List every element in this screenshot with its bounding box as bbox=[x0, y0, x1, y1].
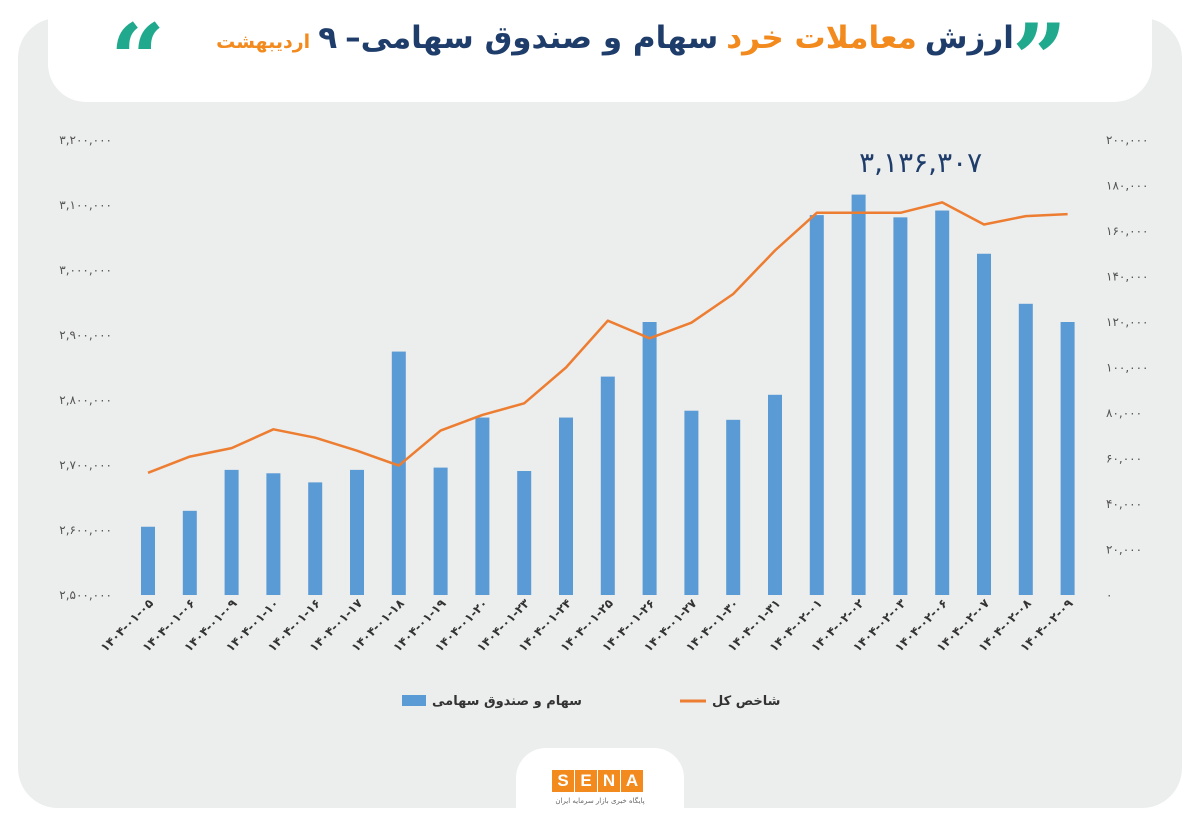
logo-subtitle: پایگاه خبری بازار سرمایه ایران bbox=[555, 797, 645, 805]
bar bbox=[600, 376, 615, 595]
annotation-value: ۳,۱۳۶,۳۰۷ bbox=[859, 146, 982, 179]
left-tick-label: ۲,۷۰۰,۰۰۰ bbox=[59, 458, 112, 472]
right-axis: ۰ ۲۰,۰۰۰ ۴۰,۰۰۰ ۶۰,۰۰۰ ۸۰,۰۰۰ ۱۰۰,۰۰۰ ۱۲۰,۰۰۰ ۱… bbox=[1106, 133, 1149, 602]
legend-bar-label: سهام و صندوق سهامی bbox=[432, 694, 582, 709]
bar bbox=[977, 253, 991, 595]
left-tick-label: ۲,۹۰۰,۰۰۰ bbox=[59, 328, 112, 342]
logo-letter: A bbox=[621, 770, 643, 792]
bar bbox=[391, 351, 406, 595]
legend-bar-swatch bbox=[402, 695, 426, 706]
annotation-layer: ۳,۱۳۶,۳۰۷ bbox=[859, 146, 982, 179]
sena-logo: S E N A bbox=[552, 770, 644, 792]
left-axis: ۲,۵۰۰,۰۰۰ ۲,۶۰۰,۰۰۰ ۲,۷۰۰,۰۰۰ ۲,۸۰۰,۰۰۰ ۲,۹۰… bbox=[59, 133, 112, 602]
right-tick-label: ۲۰۰,۰۰۰ bbox=[1106, 133, 1149, 147]
title-number: ۹ bbox=[318, 20, 338, 56]
right-tick-label: ۸۰,۰۰۰ bbox=[1106, 406, 1142, 420]
right-tick-label: ۲۰,۰۰۰ bbox=[1106, 543, 1142, 557]
left-tick-label: ۲,۶۰۰,۰۰۰ bbox=[59, 523, 112, 537]
left-tick-label: ۳,۰۰۰,۰۰۰ bbox=[59, 263, 112, 277]
bar bbox=[684, 410, 699, 595]
bar bbox=[182, 510, 197, 595]
bar bbox=[266, 473, 281, 595]
legend-line-label: شاخص کل bbox=[712, 694, 780, 709]
left-tick-label: ۲,۸۰۰,۰۰۰ bbox=[59, 393, 112, 407]
bar bbox=[809, 215, 824, 595]
line-series bbox=[147, 201, 1068, 474]
right-tick-label: ۱۰۰,۰۰۰ bbox=[1106, 361, 1149, 375]
title-banner bbox=[48, 18, 1152, 102]
bar bbox=[475, 417, 490, 595]
page-title: ارزش معاملات خرد سهام و صندوق سهامی– ۹ ا… bbox=[150, 20, 1080, 68]
title-part-2: معاملات خرد bbox=[726, 20, 917, 56]
bar bbox=[642, 322, 657, 595]
bar bbox=[559, 417, 573, 595]
logo-letter: S bbox=[552, 770, 574, 792]
right-tick-label: ۱۴۰,۰۰۰ bbox=[1106, 270, 1149, 284]
bar bbox=[893, 217, 908, 595]
bar bbox=[517, 471, 532, 595]
bar bbox=[308, 482, 323, 595]
bar bbox=[768, 394, 782, 595]
right-tick-label: ۴۰,۰۰۰ bbox=[1106, 497, 1142, 511]
left-tick-label: ۳,۲۰۰,۰۰۰ bbox=[59, 133, 112, 147]
bar bbox=[851, 194, 866, 595]
right-tick-label: ۱۲۰,۰۰۰ bbox=[1106, 315, 1149, 329]
left-tick-label: ۲,۵۰۰,۰۰۰ bbox=[59, 588, 112, 602]
right-tick-label: ۰ bbox=[1106, 588, 1112, 602]
bar bbox=[1018, 303, 1033, 595]
x-axis: ۱۴۰۴-۰۱-۰۵۱۴۰۴-۰۱-۰۶۱۴۰۴-۰۱-۰۹۱۴۰۴-۰۱-۱۰… bbox=[98, 596, 1076, 655]
bar bbox=[433, 467, 448, 595]
right-tick-label: ۶۰,۰۰۰ bbox=[1106, 452, 1142, 466]
legend: سهام و صندوق سهامی شاخص کل bbox=[402, 694, 780, 709]
title-part-1: ارزش bbox=[924, 20, 1014, 56]
bar bbox=[935, 210, 950, 595]
bar bbox=[726, 419, 741, 595]
bar-series bbox=[141, 194, 1075, 595]
logo-letter: E bbox=[575, 770, 597, 792]
bar bbox=[141, 526, 155, 595]
right-tick-label: ۱۶۰,۰۰۰ bbox=[1106, 224, 1149, 238]
right-tick-label: ۱۸۰,۰۰۰ bbox=[1106, 179, 1149, 193]
index-line bbox=[147, 201, 1068, 474]
left-tick-label: ۳,۱۰۰,۰۰۰ bbox=[59, 198, 112, 212]
logo-letter: N bbox=[598, 770, 620, 792]
title-date: اردیبهشت bbox=[216, 31, 311, 53]
bar bbox=[1060, 322, 1075, 595]
bar bbox=[350, 469, 364, 595]
bar bbox=[224, 469, 239, 595]
title-part-3: سهام و صندوق سهامی– bbox=[345, 20, 719, 56]
